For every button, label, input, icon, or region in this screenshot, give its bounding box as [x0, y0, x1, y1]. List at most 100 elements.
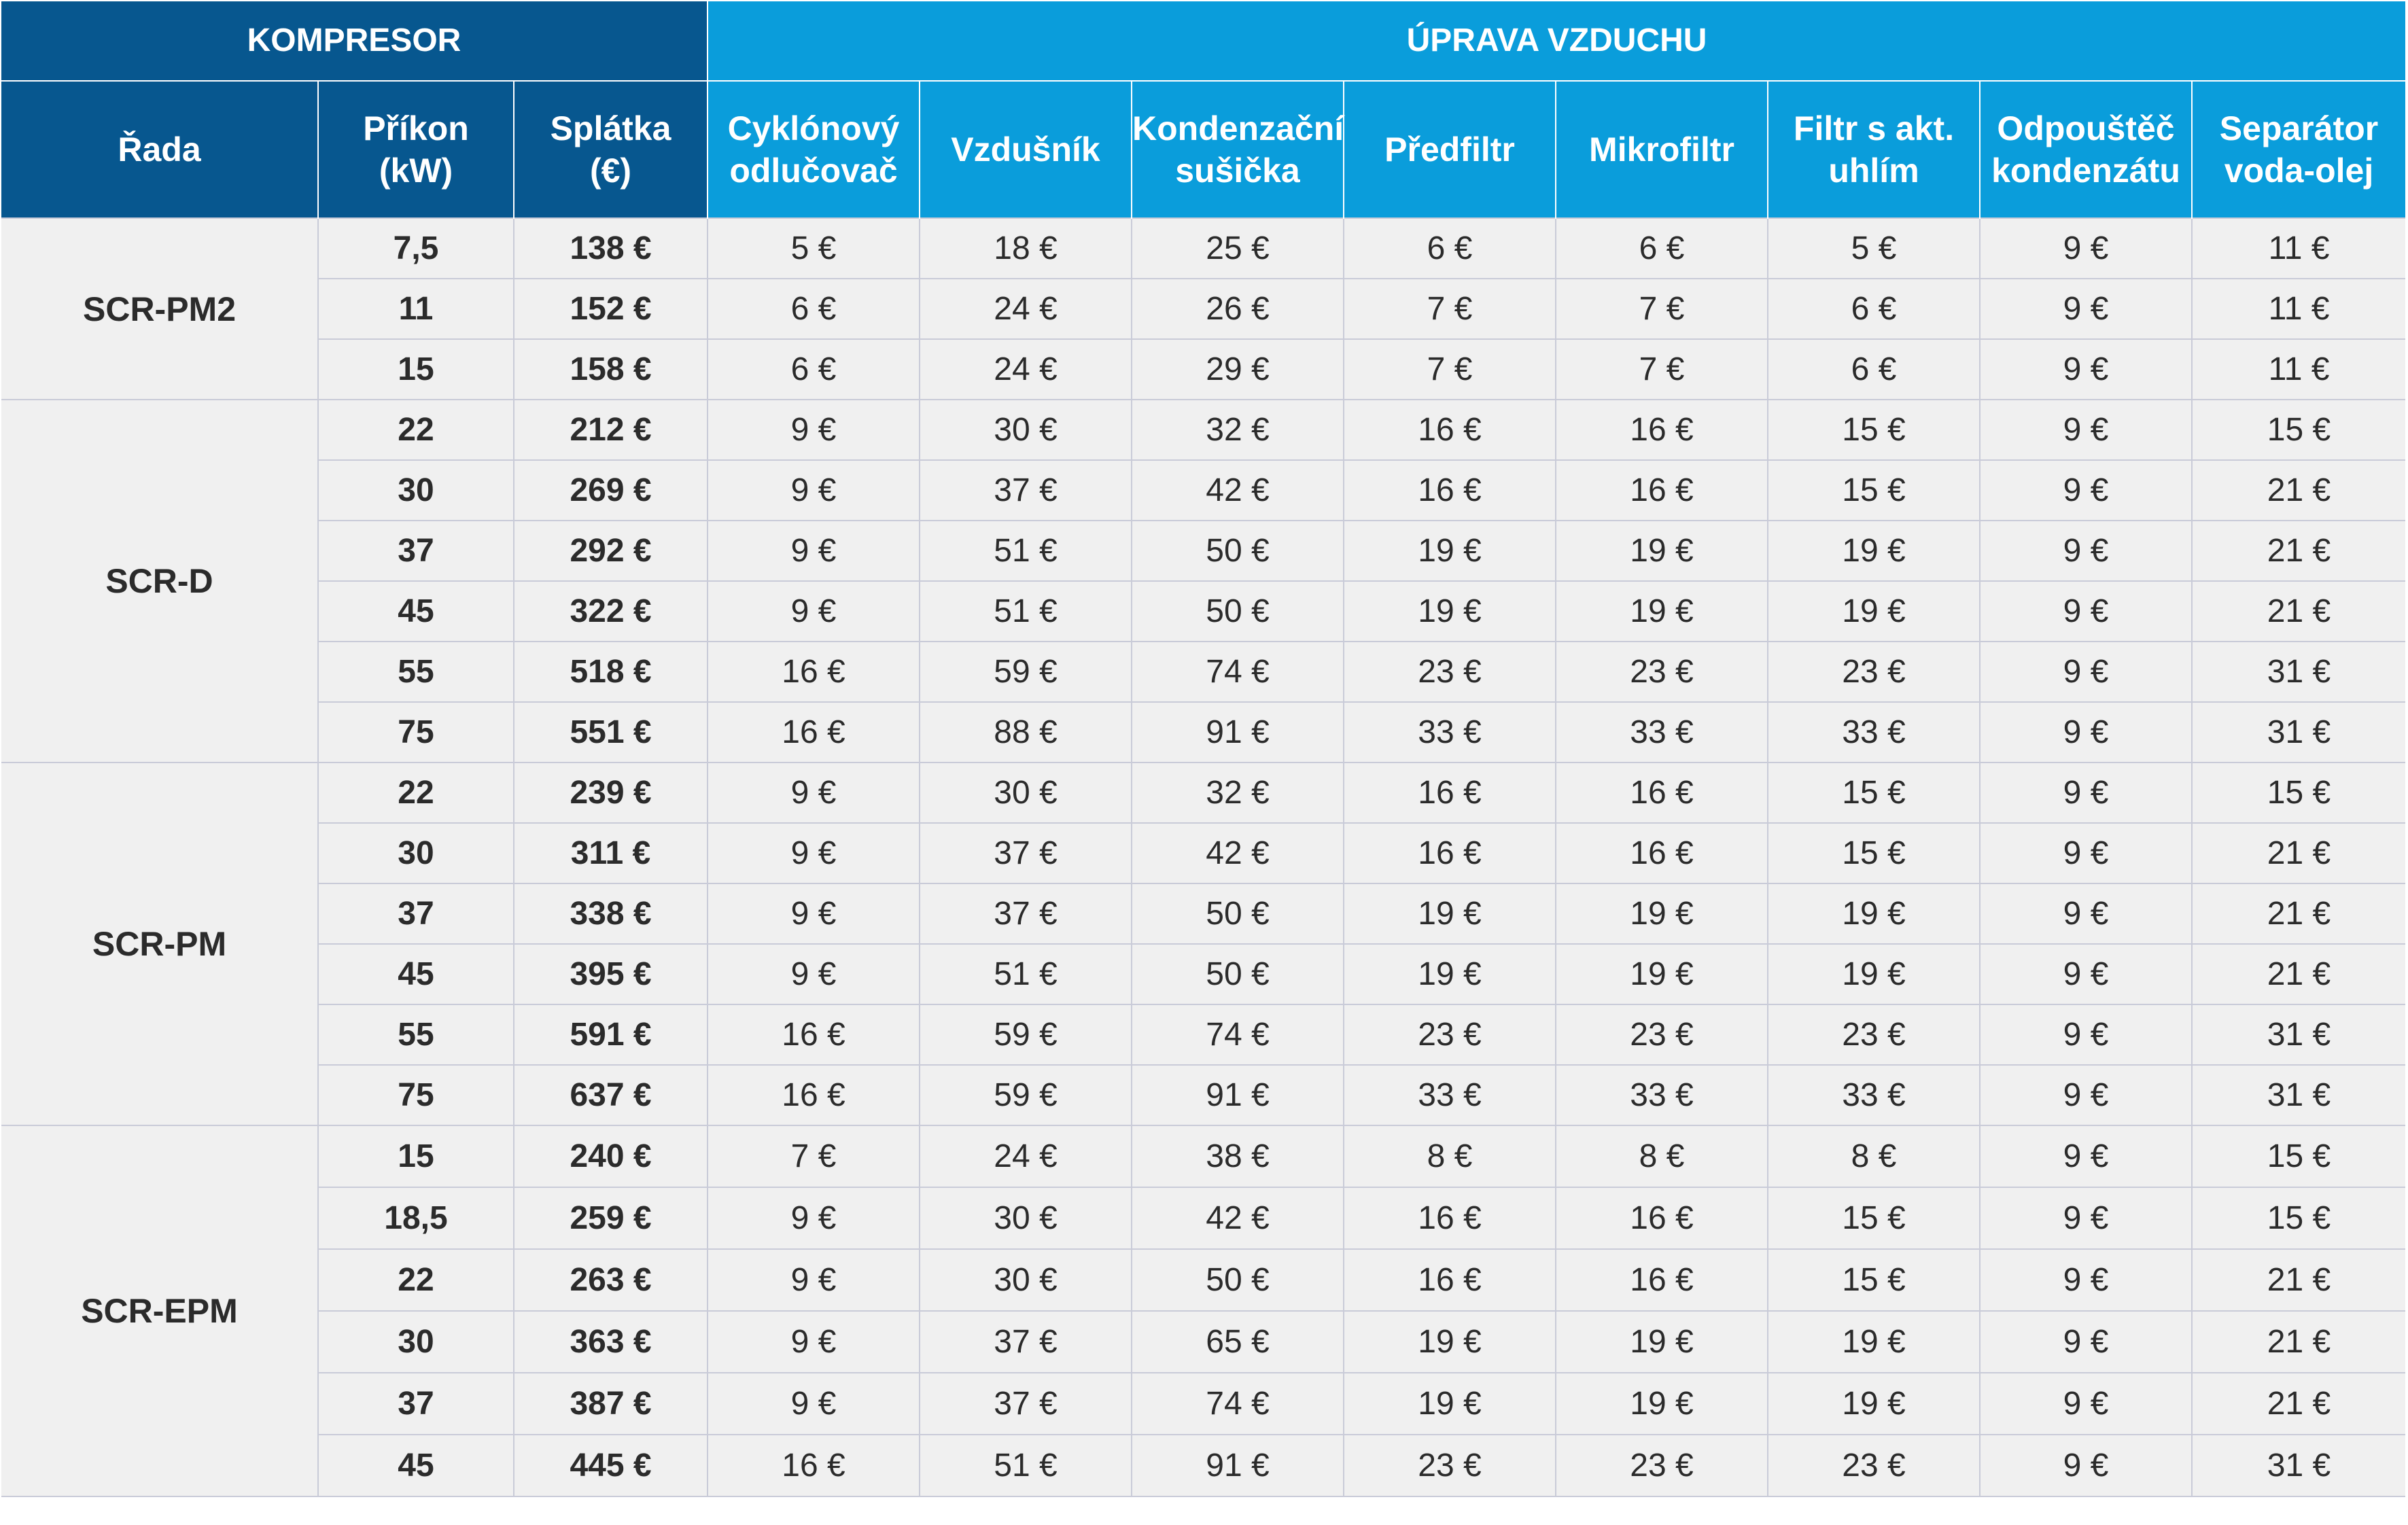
- power-cell: 37: [317, 883, 514, 945]
- price-cell: 51 €: [919, 1434, 1132, 1497]
- price-cell: 9 €: [707, 1372, 920, 1435]
- price-cell: 19 €: [1767, 943, 1981, 1005]
- price-cell: 21 €: [2191, 580, 2406, 642]
- price-cell: 9 €: [707, 399, 920, 461]
- price-cell: 19 €: [1343, 943, 1556, 1005]
- price-cell: 74 €: [1131, 641, 1344, 703]
- installment-cell: 239 €: [513, 762, 708, 824]
- power-cell: 37: [317, 520, 514, 582]
- price-cell: 37 €: [919, 822, 1132, 884]
- price-table: KOMPRESOR ÚPRAVA VZDUCHU Řada Příkon (kW) S…: [1, 1, 2406, 1497]
- price-cell: 51 €: [919, 580, 1132, 642]
- installment-cell: 259 €: [513, 1187, 708, 1250]
- price-cell: 16 €: [1343, 762, 1556, 824]
- installment-cell: 311 €: [513, 822, 708, 884]
- price-cell: 9 €: [1979, 1372, 2193, 1435]
- price-cell: 9 €: [1979, 1187, 2193, 1250]
- price-cell: 21 €: [2191, 943, 2406, 1005]
- price-cell: 5 €: [707, 217, 920, 279]
- price-cell: 7 €: [1343, 338, 1556, 400]
- price-cell: 37 €: [919, 459, 1132, 521]
- price-cell: 50 €: [1131, 1248, 1344, 1312]
- column-header-line: (€): [589, 152, 632, 190]
- price-cell: 74 €: [1131, 1372, 1344, 1435]
- price-cell: 21 €: [2191, 822, 2406, 884]
- column-header: Řada: [1, 80, 318, 218]
- column-header-line: Příkon: [363, 109, 469, 147]
- column-header: Cyklónový odlučovač: [707, 80, 920, 218]
- installment-cell: 551 €: [513, 701, 708, 763]
- price-cell: 51 €: [919, 943, 1132, 1005]
- price-cell: 37 €: [919, 1310, 1132, 1373]
- price-cell: 33 €: [1343, 701, 1556, 763]
- price-cell: 15 €: [2191, 762, 2406, 824]
- installment-cell: 387 €: [513, 1372, 708, 1435]
- price-cell: 33 €: [1555, 1064, 1768, 1126]
- price-cell: 19 €: [1555, 520, 1768, 582]
- price-cell: 15 €: [2191, 1125, 2406, 1188]
- power-cell: 30: [317, 459, 514, 521]
- price-cell: 6 €: [707, 338, 920, 400]
- column-header-line: sušička: [1175, 152, 1300, 190]
- column-header: Filtr s akt. uhlím: [1767, 80, 1980, 218]
- power-cell: 30: [317, 1310, 514, 1373]
- table-row: 45 395 €9 €51 €50 €19 €19 €19 €9 €21 €: [1, 943, 2406, 1005]
- price-cell: 50 €: [1131, 520, 1344, 582]
- price-cell: 51 €: [919, 520, 1132, 582]
- price-cell: 42 €: [1131, 1187, 1344, 1250]
- price-cell: 16 €: [1555, 1248, 1768, 1312]
- table-row: SCR-EPM 15 240 €7 €24 €38 €8 €8 €8 €9 €15 …: [1, 1125, 2406, 1497]
- price-cell: 9 €: [1979, 883, 2193, 945]
- price-cell: 88 €: [919, 701, 1132, 763]
- installment-cell: 138 €: [513, 217, 708, 279]
- price-cell: 59 €: [919, 641, 1132, 703]
- price-cell: 65 €: [1131, 1310, 1344, 1373]
- installment-cell: 240 €: [513, 1125, 708, 1188]
- price-cell: 23 €: [1343, 1434, 1556, 1497]
- price-cell: 9 €: [707, 459, 920, 521]
- price-cell: 19 €: [1555, 1372, 1768, 1435]
- price-cell: 15 €: [1767, 1248, 1981, 1312]
- price-cell: 16 €: [1343, 459, 1556, 521]
- price-cell: 9 €: [707, 580, 920, 642]
- column-header-line: odlučovač: [729, 152, 898, 190]
- price-cell: 9 €: [707, 520, 920, 582]
- column-header-line: Řada: [118, 130, 201, 169]
- price-cell: 23 €: [1343, 641, 1556, 703]
- installment-cell: 445 €: [513, 1434, 708, 1497]
- price-cell: 16 €: [707, 641, 920, 703]
- column-header-line: Splátka: [550, 109, 671, 147]
- column-header-line: Cyklónový: [727, 109, 900, 147]
- power-cell: 15: [317, 338, 514, 400]
- price-cell: 19 €: [1555, 580, 1768, 642]
- price-cell: 19 €: [1343, 1310, 1556, 1373]
- table-row: 45 322 €9 €51 €50 €19 €19 €19 €9 €21 €: [1, 580, 2406, 642]
- price-cell: 16 €: [1555, 1187, 1768, 1250]
- price-cell: 7 €: [1343, 278, 1556, 340]
- price-cell: 9 €: [1979, 520, 2193, 582]
- price-cell: 37 €: [919, 883, 1132, 945]
- table-row: 75 551 €16 €88 €91 €33 €33 €33 €9 €31 €: [1, 701, 2406, 763]
- price-cell: 7 €: [1555, 338, 1768, 400]
- price-cell: 15 €: [1767, 459, 1981, 521]
- price-cell: 31 €: [2191, 701, 2406, 763]
- power-cell: 37: [317, 1372, 514, 1435]
- installment-cell: 338 €: [513, 883, 708, 945]
- price-cell: 8 €: [1555, 1125, 1768, 1188]
- price-cell: 16 €: [707, 1434, 920, 1497]
- price-cell: 15 €: [1767, 399, 1981, 461]
- table-row: 22 263 €9 €30 €50 €16 €16 €15 €9 €21 €: [1, 1248, 2406, 1312]
- price-cell: 9 €: [1979, 217, 2193, 279]
- table-row: SCR-PM2 7,5 138 €5 €18 €25 €6 €6 €5 €9 €11…: [1, 217, 2406, 400]
- price-cell: 30 €: [919, 1248, 1132, 1312]
- installment-cell: 269 €: [513, 459, 708, 521]
- installment-cell: 292 €: [513, 520, 708, 582]
- column-header-line: Odpouštěč: [1997, 109, 2175, 147]
- price-cell: 9 €: [707, 1248, 920, 1312]
- price-cell: 23 €: [1767, 1004, 1981, 1066]
- price-cell: 6 €: [1343, 217, 1556, 279]
- column-header-line: Filtr s akt.: [1793, 109, 1955, 147]
- price-cell: 50 €: [1131, 883, 1344, 945]
- price-cell: 42 €: [1131, 822, 1344, 884]
- price-cell: 24 €: [919, 338, 1132, 400]
